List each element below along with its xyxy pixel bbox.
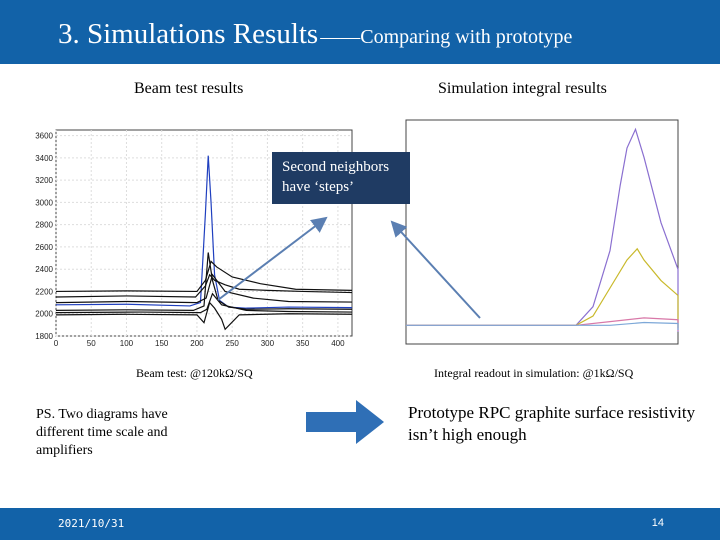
x-tick-label: 0: [54, 339, 59, 348]
x-tick-label: 200: [190, 339, 204, 348]
simulation-chart: [378, 112, 684, 358]
ps-note: PS. Two diagrams have different time sca…: [36, 407, 168, 458]
page-number: 14: [651, 517, 664, 529]
y-tick-label: 3200: [35, 176, 53, 185]
y-tick-label: 2000: [35, 310, 53, 319]
x-tick-label: 250: [226, 339, 240, 348]
y-tick-label: 2800: [35, 221, 53, 230]
series-line-6: [55, 301, 353, 331]
left-heading: Beam test results: [134, 80, 244, 97]
series-line-1: [406, 127, 679, 332]
x-tick-label: 300: [261, 339, 275, 348]
series-line-7: [55, 292, 353, 314]
x-tick-label: 50: [87, 339, 96, 348]
slide-title: 3. Simulations Results ——Comparing with p…: [58, 18, 572, 51]
plot-frame: [405, 119, 679, 345]
title-subtitle: Comparing with prototype: [360, 26, 573, 48]
right-caption: Integral readout in simulation: @1kΩ/SQ: [434, 366, 634, 380]
conclusion-text: Prototype RPC graphite surface resistivi…: [408, 403, 696, 444]
series-line-4: [406, 321, 679, 330]
series-line-1: [55, 155, 353, 309]
footer-date: 2021/10/31: [58, 517, 125, 530]
footer-bar: 2021/10/31 14: [0, 508, 720, 540]
title-dash: ——: [320, 26, 361, 48]
right-heading: Simulation integral results: [438, 80, 607, 97]
y-tick-label: 2400: [35, 265, 53, 274]
y-tick-label: 3600: [35, 132, 53, 141]
right-arrow-icon: [306, 400, 384, 444]
x-tick-label: 150: [155, 339, 169, 348]
title-bar: [0, 0, 720, 64]
series-line-2: [55, 252, 353, 311]
left-caption: Beam test: @120kΩ/SQ: [136, 366, 253, 380]
y-tick-label: 1800: [35, 332, 53, 341]
y-tick-label: 3000: [35, 198, 53, 207]
x-tick-label: 100: [120, 339, 134, 348]
title-main: 3. Simulations Results: [58, 18, 319, 50]
x-tick-label: 350: [296, 339, 310, 348]
y-tick-label: 2200: [35, 287, 53, 296]
y-tick-label: 2600: [35, 243, 53, 252]
y-tick-label: 3400: [35, 154, 53, 163]
callout-box: Second neighbors have ‘steps’: [272, 152, 410, 204]
x-tick-label: 400: [331, 339, 345, 348]
